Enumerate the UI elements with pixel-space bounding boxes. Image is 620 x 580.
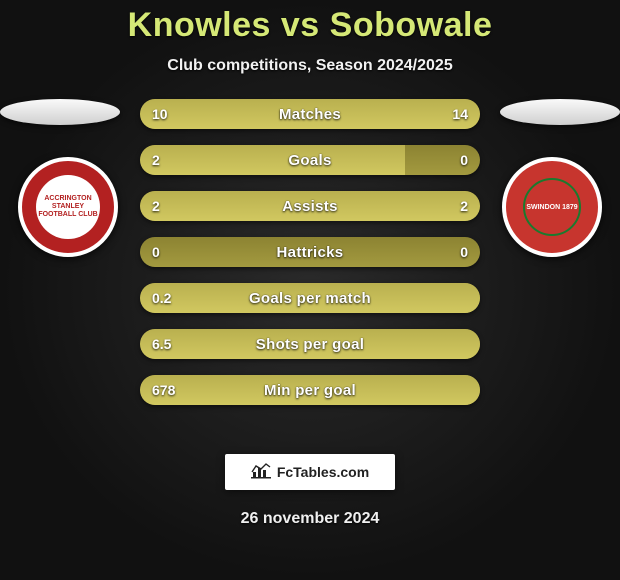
metric-label: Matches <box>140 99 480 129</box>
metric-row: 00Hattricks <box>140 237 480 267</box>
pedestal-right <box>500 99 620 125</box>
pedestal-left <box>0 99 120 125</box>
brand-chart-icon <box>251 463 271 481</box>
team-crest-left: ACCRINGTON STANLEY FOOTBALL CLUB <box>18 157 118 257</box>
metric-label: Goals <box>140 145 480 175</box>
metric-label: Shots per goal <box>140 329 480 359</box>
brand-label: FcTables.com <box>277 464 369 480</box>
crest-left-label: ACCRINGTON STANLEY FOOTBALL CLUB <box>36 175 100 239</box>
metric-label: Assists <box>140 191 480 221</box>
brand-badge: FcTables.com <box>225 454 395 490</box>
page-title: Knowles vs Sobowale <box>0 0 620 45</box>
metric-row: 678Min per goal <box>140 375 480 405</box>
footer-date: 26 november 2024 <box>0 510 620 528</box>
metric-row: 0.2Goals per match <box>140 283 480 313</box>
team-crest-right: SWINDON 1879 <box>502 157 602 257</box>
metric-label: Hattricks <box>140 237 480 267</box>
crest-right-label: SWINDON 1879 <box>523 178 581 236</box>
metric-row: 6.5Shots per goal <box>140 329 480 359</box>
metric-row: 1014Matches <box>140 99 480 129</box>
metric-row: 20Goals <box>140 145 480 175</box>
metric-label: Goals per match <box>140 283 480 313</box>
metric-label: Min per goal <box>140 375 480 405</box>
metric-bars: 1014Matches 20Goals 22Assists 00Hattricks 0.… <box>140 99 480 421</box>
page-subtitle: Club competitions, Season 2024/2025 <box>0 57 620 75</box>
metric-row: 22Assists <box>140 191 480 221</box>
comparison-arena: ACCRINGTON STANLEY FOOTBALL CLUB SWINDON… <box>0 99 620 429</box>
